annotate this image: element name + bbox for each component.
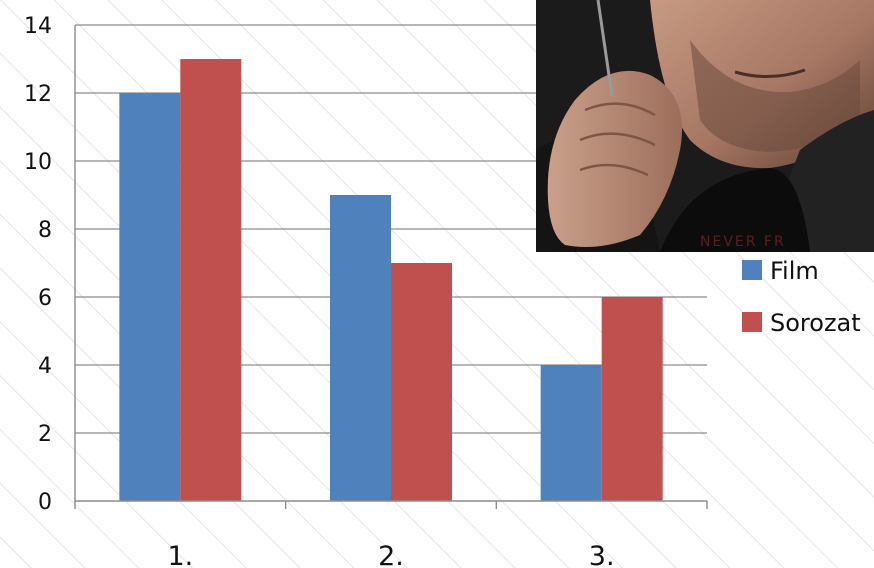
category-labels: 1. 2. 3. [167,541,614,568]
y-tick-label-7: 14 [24,14,52,39]
bar-sorozat-3 [601,297,663,501]
y-tick-label-6: 12 [24,82,52,107]
bars [119,59,663,501]
y-tick-label-4: 8 [38,218,52,243]
y-tick-label-3: 6 [38,286,52,311]
legend-swatch-sorozat [742,312,762,332]
bar-sorozat-2 [391,263,452,501]
shirt-text: NEVER FR [700,234,786,250]
bar-film-2 [330,195,391,501]
bar-sorozat-1 [180,59,242,501]
category-label-2: 2. [378,541,404,568]
legend-swatch-film [742,260,762,280]
y-tick-label-0: 0 [38,490,52,515]
y-tick-label-2: 4 [38,354,52,379]
category-label-1: 1. [167,541,193,568]
y-tick-label-1: 2 [38,422,52,447]
legend-label-sorozat: Sorozat [770,309,861,337]
bar-film-3 [540,365,602,501]
man-with-stubble-photo: NEVER FR [536,0,874,252]
axes [74,25,708,509]
y-tick-labels: 0 2 4 6 8 10 12 14 [24,14,52,515]
bar-film-1 [119,93,181,501]
legend-label-film: Film [770,257,819,285]
y-tick-label-5: 10 [24,150,52,175]
category-label-3: 3. [589,541,615,568]
legend: Film Sorozat [742,257,861,337]
